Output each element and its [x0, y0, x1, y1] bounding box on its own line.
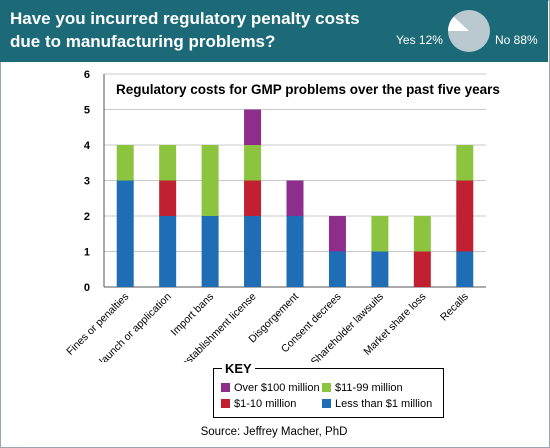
yes-no-pie-chart [448, 10, 490, 52]
legend-label: Over $100 million [234, 382, 320, 394]
legend-item-1-10-million: $1-10 million [221, 398, 296, 410]
header-title: Have you incurred regulatory penalty cos… [10, 9, 360, 51]
y-tick-label: 2 [84, 211, 90, 223]
legend-swatch-purple [221, 383, 230, 392]
bar-segment-4-1 [244, 216, 262, 287]
bar-segment-2-1 [159, 216, 177, 287]
x-tick-label: Delayed product launch or application [41, 291, 174, 362]
x-tick-label: Recalls [438, 291, 471, 324]
legend-label: $1-10 million [234, 398, 297, 410]
y-tick-label: 4 [84, 140, 91, 152]
legend-swatch-red [221, 399, 230, 408]
bar-segment-6-4 [328, 216, 346, 252]
bar-segment-1-3 [116, 145, 134, 181]
header-banner: Have you incurred regulatory penalty cos… [0, 0, 548, 62]
bar-segment-3-1 [201, 216, 219, 287]
legend-swatch-blue [322, 399, 331, 408]
bar-segment-6-1 [328, 251, 346, 287]
bar-segment-4-2 [244, 180, 262, 216]
y-tick-label: 3 [84, 176, 90, 188]
y-tick-label: 6 [84, 69, 90, 81]
pie-yes-label: Yes 12% [396, 33, 443, 47]
bar-segment-9-3 [456, 145, 474, 181]
pie-no-label: No 88% [495, 33, 538, 47]
bar-segment-9-1 [456, 251, 474, 287]
y-tick-label: 5 [84, 105, 90, 117]
bar-segment-8-2 [413, 251, 431, 287]
bar-segment-2-3 [159, 145, 177, 181]
legend-item-11-99-million: $11-99 million [322, 382, 403, 394]
y-tick-label: 0 [84, 282, 90, 294]
legend-item-over-100-million: Over $100 million [221, 382, 320, 394]
bar-segment-5-1 [286, 216, 304, 287]
bar-segment-7-3 [371, 216, 389, 252]
legend-box [213, 368, 444, 418]
bar-segment-2-2 [159, 180, 177, 216]
pie-slice-yes [448, 16, 469, 31]
source-credit: Source: Jeffrey Macher, PhD [200, 426, 348, 438]
bar-segment-7-1 [371, 251, 389, 287]
bar-segment-4-4 [244, 109, 262, 145]
legend-title: KEY [222, 361, 255, 376]
chart-title: Regulatory costs for GMP problems over t… [116, 82, 500, 97]
y-tick-label: 1 [84, 247, 90, 259]
bar-segment-1-1 [116, 180, 134, 287]
bar-segment-3-3 [201, 145, 219, 216]
legend-swatch-green [322, 383, 331, 392]
legend-label: Less than $1 million [335, 398, 433, 410]
legend-label: $11-99 million [335, 382, 403, 394]
bar-segment-8-3 [413, 216, 431, 252]
bar-segment-9-2 [456, 180, 474, 252]
bar-segment-4-3 [244, 145, 262, 181]
legend-item-less-than-1-million: Less than $1 million [322, 398, 432, 410]
bar-segment-5-4 [286, 180, 304, 216]
